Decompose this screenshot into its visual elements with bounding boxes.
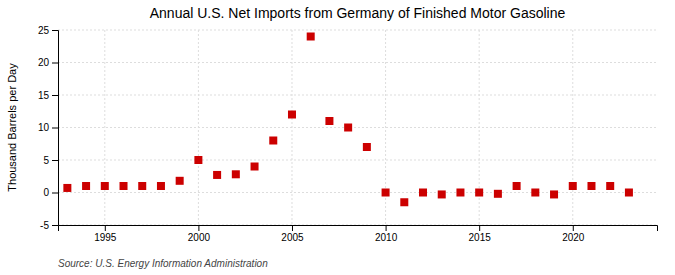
- point: [363, 143, 371, 151]
- point: [82, 182, 90, 190]
- grid: [58, 30, 657, 225]
- grid-line: [58, 62, 657, 63]
- grid-line: [58, 160, 657, 161]
- tick-mark: [52, 225, 58, 226]
- tick-mark: [105, 225, 106, 231]
- point: [531, 189, 539, 197]
- tick-label: 25: [38, 25, 50, 36]
- tick: 2020: [562, 225, 585, 243]
- tick: -5: [40, 220, 58, 231]
- tick: 10: [38, 122, 58, 133]
- tick-label: 2005: [281, 232, 304, 243]
- axis-line: [59, 226, 658, 232]
- point: [213, 171, 221, 179]
- tick: 2005: [281, 225, 304, 243]
- y-axis-label: Thousand Barrels per Day: [6, 63, 18, 192]
- tick-label: 10: [38, 122, 50, 133]
- point: [251, 163, 259, 171]
- x-axis: 1995 2000 2005 2010 2015 2020: [59, 225, 658, 243]
- point: [400, 198, 408, 206]
- tick-mark: [52, 63, 58, 64]
- tick: 2010: [375, 225, 398, 243]
- point: [587, 182, 595, 190]
- tick-mark: [52, 128, 58, 129]
- grid-line: [58, 127, 657, 128]
- tick-mark: [52, 95, 58, 96]
- tick-mark: [52, 193, 58, 194]
- tick: 15: [38, 90, 58, 101]
- point: [494, 190, 502, 198]
- point: [63, 184, 71, 192]
- point: [307, 33, 315, 41]
- tick-label: 5: [43, 155, 49, 166]
- tick-label: 2015: [469, 232, 492, 243]
- point: [176, 177, 184, 185]
- tick: 0: [43, 187, 58, 198]
- tick: 25: [38, 25, 58, 36]
- point: [625, 189, 633, 197]
- tick-mark: [479, 225, 480, 231]
- point: [569, 182, 577, 190]
- tick-mark: [52, 30, 58, 31]
- tick-label: 0: [43, 187, 49, 198]
- chart: 1995 2000 2005 2010 2015 2020 -5 0 5 10 15 20 25 Annu…: [0, 0, 675, 275]
- point: [138, 182, 146, 190]
- point: [344, 124, 352, 132]
- tick-mark: [292, 225, 293, 231]
- title: Annual U.S. Net Imports from Germany of …: [150, 5, 566, 21]
- point: [513, 182, 521, 190]
- grid-line: [198, 30, 199, 225]
- source: Source: U.S. Energy Information Administ…: [58, 258, 268, 269]
- point: [288, 111, 296, 119]
- tick-label: 2020: [562, 232, 585, 243]
- point: [194, 156, 202, 164]
- point: [157, 182, 165, 190]
- point: [475, 189, 483, 197]
- grid-line: [58, 30, 657, 31]
- plot-area: 1995 2000 2005 2010 2015 2020 -5 0 5 10 15 20 25: [38, 25, 658, 243]
- point: [456, 189, 464, 197]
- tick: 2000: [188, 225, 211, 243]
- point: [232, 170, 240, 178]
- point: [269, 137, 277, 145]
- point: [438, 190, 446, 198]
- point: [325, 117, 333, 125]
- point: [606, 182, 614, 190]
- tick-mark: [52, 160, 58, 161]
- grid-line: [104, 30, 105, 225]
- tick-mark: [198, 225, 199, 231]
- grid-line: [572, 30, 573, 225]
- y-axis: -5 0 5 10 15 20 25: [38, 25, 59, 231]
- grid-line: [291, 30, 292, 225]
- tick: 5: [43, 155, 58, 166]
- point: [382, 189, 390, 197]
- tick: 1995: [94, 225, 117, 243]
- point: [550, 190, 558, 198]
- point: [101, 182, 109, 190]
- tick-mark: [386, 225, 387, 231]
- tick-label: -5: [40, 220, 49, 231]
- axis-line: [52, 31, 59, 226]
- tick-label: 20: [38, 57, 50, 68]
- tick-label: 15: [38, 90, 50, 101]
- tick-label: 1995: [94, 232, 117, 243]
- tick-mark: [573, 225, 574, 231]
- tick-label: 2000: [188, 232, 211, 243]
- tick-label: 2010: [375, 232, 398, 243]
- grid-line: [58, 95, 657, 96]
- tick: 20: [38, 57, 58, 68]
- tick: 2015: [469, 225, 492, 243]
- point: [120, 182, 128, 190]
- marks: [63, 33, 633, 207]
- point: [419, 189, 427, 197]
- grid-line: [58, 192, 657, 193]
